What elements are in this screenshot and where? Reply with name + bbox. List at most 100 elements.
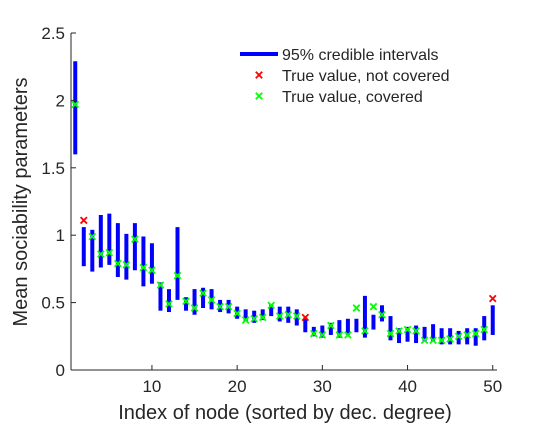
true-value-covered-point xyxy=(139,263,148,272)
cross-stroke xyxy=(412,327,420,335)
y-tick-label: 2.5 xyxy=(41,24,65,43)
cross-stroke xyxy=(165,300,173,308)
true-value-covered-point xyxy=(165,300,173,308)
cross-stroke xyxy=(255,92,263,100)
cross-stroke xyxy=(403,325,412,334)
true-value-covered-point xyxy=(420,336,429,345)
true-value-covered-point xyxy=(446,335,454,343)
true-value-not-covered-point xyxy=(79,216,88,225)
true-value-covered-point xyxy=(471,329,480,338)
cross-stroke xyxy=(454,332,463,341)
true-value-covered-point xyxy=(369,302,378,311)
true-value-covered-point xyxy=(114,259,122,268)
cross-stroke xyxy=(446,335,454,343)
true-value-covered-point xyxy=(344,331,352,339)
true-value-covered-point xyxy=(224,302,233,311)
cross-stroke xyxy=(395,327,403,335)
cross-stroke xyxy=(96,250,105,258)
true-value-covered-point xyxy=(216,302,224,311)
cross-stroke xyxy=(148,266,156,275)
axes: 10 20 30 40 50 0 0.5 1 1.5 2 2.5 xyxy=(41,24,502,396)
true-value-covered-point xyxy=(250,314,259,323)
true-value-covered-point xyxy=(412,327,420,335)
cross-stroke xyxy=(463,331,472,339)
cross-stroke xyxy=(488,294,497,303)
y-tick-label: 0 xyxy=(56,361,65,380)
cross-stroke xyxy=(88,232,97,241)
cross-stroke xyxy=(344,331,352,339)
cross-stroke xyxy=(369,302,378,311)
cross-stroke xyxy=(275,312,284,320)
legend-label-not-covered: True value, not covered xyxy=(282,68,450,85)
cross-stroke xyxy=(114,259,122,268)
y-axis-label: Mean sociability parameters xyxy=(10,78,32,327)
plot-area xyxy=(71,61,497,346)
true-value-covered-point xyxy=(480,325,489,334)
true-value-covered-point xyxy=(352,304,361,312)
cross-stroke xyxy=(309,329,318,338)
true-value-covered-point xyxy=(309,329,318,338)
true-value-covered-point xyxy=(403,325,412,334)
y-tick-label: 2 xyxy=(56,91,65,110)
true-value-covered-point xyxy=(395,327,403,335)
legend-covered-swatch xyxy=(255,92,263,100)
true-value-covered-point xyxy=(148,266,156,275)
cross-stroke xyxy=(139,263,148,272)
y-tick-label: 1.5 xyxy=(41,159,65,178)
x-tick-label: 40 xyxy=(398,377,417,396)
cross-stroke xyxy=(250,314,259,323)
cross-stroke xyxy=(386,329,395,338)
true-value-covered-point xyxy=(429,336,437,345)
x-tick-label: 10 xyxy=(142,377,161,396)
true-value-covered-point xyxy=(96,250,105,258)
x-tick-label: 30 xyxy=(313,377,332,396)
cross-stroke xyxy=(71,100,80,109)
true-value-covered-point xyxy=(258,313,267,322)
x-tick-label: 50 xyxy=(483,377,502,396)
cross-stroke xyxy=(471,329,480,338)
cross-stroke xyxy=(190,304,199,312)
cross-stroke xyxy=(182,297,190,306)
cross-stroke xyxy=(241,316,250,324)
cross-stroke xyxy=(378,310,386,319)
cross-stroke xyxy=(224,302,233,311)
legend-label-covered: True value, covered xyxy=(282,89,423,106)
cross-stroke xyxy=(207,296,216,304)
cross-stroke xyxy=(122,261,131,269)
cross-stroke xyxy=(233,309,241,318)
cross-stroke xyxy=(292,312,301,320)
true-value-covered-point xyxy=(386,329,395,338)
true-value-covered-point xyxy=(122,261,131,269)
cross-stroke xyxy=(131,235,139,244)
cross-stroke xyxy=(429,336,437,345)
cross-stroke xyxy=(301,313,310,322)
y-tick-label: 0.5 xyxy=(41,294,65,313)
cross-stroke xyxy=(255,71,263,79)
true-value-covered-point xyxy=(156,281,165,289)
true-value-covered-point xyxy=(131,235,139,244)
legend-not-covered-swatch xyxy=(255,71,263,79)
true-value-covered-point xyxy=(199,289,207,298)
cross-stroke xyxy=(105,248,114,257)
y-tick-label: 1 xyxy=(56,226,65,245)
true-value-covered-point xyxy=(173,271,182,280)
true-value-covered-point xyxy=(463,331,472,339)
true-value-covered-point xyxy=(182,297,190,306)
true-value-covered-point xyxy=(437,336,446,345)
cross-stroke xyxy=(480,325,489,334)
cross-stroke xyxy=(335,331,344,339)
cross-stroke xyxy=(420,336,429,345)
cross-stroke xyxy=(267,301,276,310)
true-value-covered-point xyxy=(378,310,386,319)
cross-stroke xyxy=(284,310,293,319)
true-value-covered-point xyxy=(105,248,114,257)
x-tick-label: 20 xyxy=(228,377,247,396)
x-axis-label: Index of node (sorted by dec. degree) xyxy=(118,402,452,424)
cross-stroke xyxy=(437,336,446,345)
true-value-covered-point xyxy=(292,312,301,320)
true-value-covered-point xyxy=(335,331,344,339)
true-value-covered-point xyxy=(318,331,327,339)
true-value-covered-point xyxy=(233,309,241,318)
cross-stroke xyxy=(199,289,207,298)
